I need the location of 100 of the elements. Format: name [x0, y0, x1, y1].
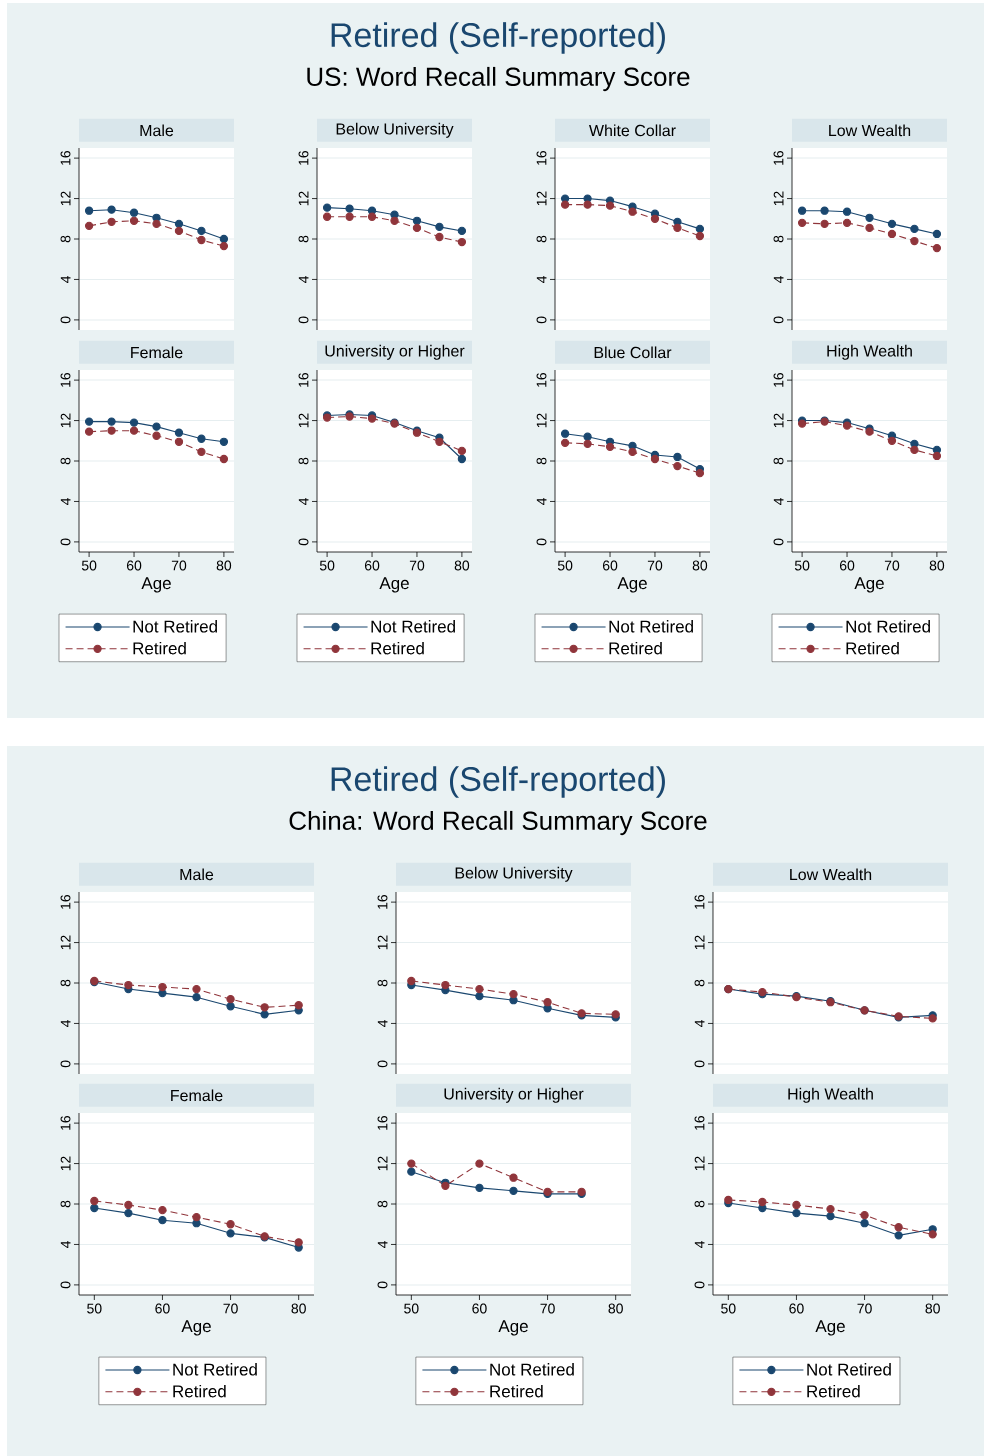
chart-title: University or Higher: [325, 344, 465, 360]
y-tick-label: 12: [773, 413, 784, 428]
y-tick-label: 16: [60, 894, 71, 909]
chart-title: Male: [140, 124, 174, 137]
x-axis-title: Age: [141, 577, 171, 593]
y-tick-label: 12: [298, 413, 309, 428]
x-tick-label: 50: [404, 1303, 419, 1314]
x-tick-label: 50: [794, 560, 810, 571]
y-tick-label: 16: [298, 372, 309, 387]
y-tick-label: 16: [60, 1115, 71, 1130]
legend-label: Retired: [846, 641, 899, 655]
chart-title: White Collar: [589, 124, 676, 137]
y-tick-label: 16: [773, 150, 784, 165]
y-tick-label: 4: [298, 275, 309, 284]
y-tick-label: 4: [60, 1240, 71, 1249]
legend-label: Retired: [609, 641, 662, 655]
x-tick-label: 70: [857, 1303, 872, 1314]
legend-label: Retired: [490, 1384, 543, 1398]
y-tick-label: 4: [536, 497, 547, 506]
text: Retired (Self-reported): [331, 22, 665, 54]
chart-title: Low Wealth: [790, 868, 872, 881]
legend-label: Not Retired: [807, 1363, 891, 1376]
y-tick-label: 16: [60, 372, 71, 387]
y-tick-label: 12: [536, 191, 547, 206]
x-tick-label: 70: [223, 1303, 238, 1314]
chart-title: University or Higher: [444, 1087, 584, 1103]
y-tick-label: 0: [773, 316, 784, 324]
y-tick-label: 0: [298, 538, 309, 546]
chart-title: High Wealth: [788, 1087, 873, 1103]
chart-title: Below University: [336, 122, 454, 138]
y-tick-label: 4: [60, 497, 71, 506]
legend-label: Not Retired: [490, 1363, 574, 1376]
x-axis-title: Age: [854, 577, 884, 593]
y-tick-label: 12: [694, 935, 705, 950]
x-tick-label: 50: [319, 560, 335, 571]
x-tick-label: 80: [216, 560, 232, 571]
x-tick-label: 70: [884, 560, 900, 571]
y-tick-label: 12: [694, 1156, 705, 1171]
y-tick-label: 12: [60, 935, 71, 950]
x-tick-label: 80: [608, 1303, 623, 1314]
y-tick-label: 8: [298, 457, 309, 465]
y-tick-label: 12: [536, 413, 547, 428]
y-tick-label: 0: [694, 1281, 705, 1289]
y-tick-label: 4: [694, 1240, 705, 1249]
y-tick-label: 8: [773, 457, 784, 465]
y-tick-label: 0: [60, 538, 71, 546]
x-axis-title: Age: [815, 1320, 845, 1336]
y-tick-label: 16: [60, 150, 71, 165]
x-tick-label: 80: [291, 1303, 306, 1314]
chart-title: Female: [171, 1089, 223, 1102]
x-tick-label: 60: [789, 1303, 804, 1314]
y-tick-label: 8: [298, 235, 309, 243]
y-tick-label: 16: [377, 1115, 388, 1130]
x-tick-label: 50: [81, 560, 97, 571]
legend-label: Not Retired: [846, 620, 930, 633]
y-tick-label: 0: [60, 1281, 71, 1289]
y-tick-label: 4: [377, 1019, 388, 1028]
x-axis-title: Age: [617, 577, 647, 593]
x-tick-label: 70: [409, 560, 425, 571]
y-tick-label: 16: [298, 150, 309, 165]
y-tick-label: 8: [773, 235, 784, 243]
y-tick-label: 4: [773, 497, 784, 506]
x-tick-label: 80: [929, 560, 945, 571]
x-tick-label: 80: [925, 1303, 940, 1314]
y-tick-label: 0: [377, 1060, 388, 1068]
y-tick-label: 16: [536, 150, 547, 165]
x-axis-title: Age: [498, 1320, 528, 1336]
chart-title: Male: [180, 868, 214, 881]
y-tick-label: 8: [377, 1200, 388, 1208]
y-tick-label: 0: [298, 316, 309, 324]
y-tick-label: 8: [536, 235, 547, 243]
y-tick-label: 8: [536, 457, 547, 465]
y-tick-label: 8: [377, 979, 388, 987]
x-tick-label: 60: [155, 1303, 170, 1314]
x-axis-title: Age: [181, 1320, 211, 1336]
y-tick-label: 4: [298, 497, 309, 506]
y-tick-label: 4: [377, 1240, 388, 1249]
x-tick-label: 60: [839, 560, 855, 571]
y-tick-label: 16: [694, 1115, 705, 1130]
y-tick-label: 0: [377, 1281, 388, 1289]
legend-label: Retired: [371, 641, 424, 655]
x-tick-label: 50: [87, 1303, 102, 1314]
y-tick-label: 0: [536, 538, 547, 546]
chart-title: Female: [131, 346, 183, 359]
text: China: Word Recall Summary Score: [289, 810, 707, 836]
y-tick-label: 16: [773, 372, 784, 387]
legend-label: Retired: [133, 641, 186, 655]
y-tick-label: 0: [60, 1060, 71, 1068]
y-tick-label: 0: [536, 316, 547, 324]
y-tick-label: 8: [60, 235, 71, 243]
y-tick-label: 16: [536, 372, 547, 387]
y-tick-label: 8: [60, 979, 71, 987]
y-tick-label: 12: [60, 413, 71, 428]
y-tick-label: 12: [298, 191, 309, 206]
legend-label: Retired: [173, 1384, 226, 1398]
x-tick-label: 50: [721, 1303, 736, 1314]
x-tick-label: 60: [472, 1303, 487, 1314]
legend-label: Not Retired: [371, 620, 455, 633]
chart-title: Blue Collar: [594, 346, 672, 359]
x-tick-label: 70: [540, 1303, 555, 1314]
